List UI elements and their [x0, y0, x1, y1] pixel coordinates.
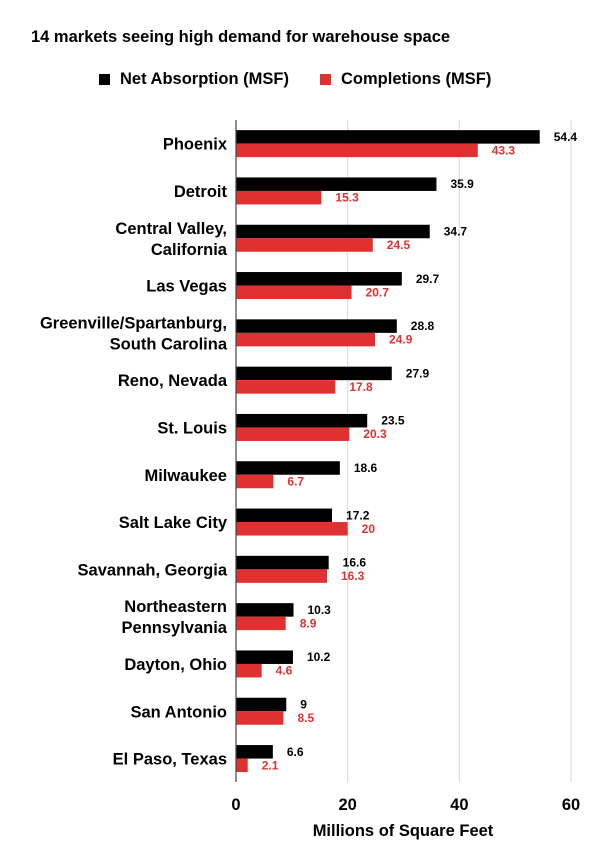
- x-axis-label: Millions of Square Feet: [313, 822, 494, 840]
- category-label-milwaukee: Milwaukee: [144, 467, 227, 485]
- category-label-las-vegas: Las Vegas: [146, 278, 227, 296]
- category-label-line: Milwaukee: [144, 467, 227, 485]
- bar-completions-dayton-ohio: [236, 664, 262, 678]
- value-label-net-absorption-central-valley-california: 34.7: [444, 225, 468, 239]
- value-label-completions-detroit: 15.3: [335, 191, 359, 205]
- bar-completions-el-paso-texas: [236, 759, 248, 773]
- bar-completions-reno-nevada: [236, 380, 335, 394]
- value-label-completions-reno-nevada: 17.8: [349, 380, 373, 394]
- category-label-line: Pennsylvania: [122, 619, 228, 637]
- bar-net-absorption-el-paso-texas: [236, 745, 273, 759]
- value-label-net-absorption-greenville-spartanburg-south-carolina: 28.8: [411, 319, 435, 333]
- bar-completions-salt-lake-city: [236, 522, 348, 536]
- category-label-line: Dayton, Ohio: [124, 656, 227, 674]
- value-label-net-absorption-savannah-georgia: 16.6: [343, 556, 367, 570]
- category-label-line: Salt Lake City: [119, 514, 228, 532]
- bar-net-absorption-detroit: [236, 177, 436, 191]
- value-label-net-absorption-milwaukee: 18.6: [354, 461, 378, 475]
- bar-chart: 54.4 43.3 Phoenix 35.9 15.3 Detroit 34.7 24.5 Ce…: [0, 0, 600, 852]
- value-label-completions-salt-lake-city: 20: [362, 522, 376, 536]
- x-tick-label-20: 20: [338, 796, 356, 814]
- category-label-line: St. Louis: [157, 419, 227, 437]
- bar-net-absorption-dayton-ohio: [236, 650, 293, 664]
- bar-net-absorption-las-vegas: [236, 272, 402, 286]
- bar-completions-st-louis: [236, 427, 349, 441]
- category-label-line: San Antonio: [130, 703, 227, 721]
- bar-completions-phoenix: [236, 144, 478, 158]
- value-label-completions-milwaukee: 6.7: [287, 475, 304, 489]
- bar-net-absorption-phoenix: [236, 130, 540, 144]
- category-label-line: South Carolina: [110, 335, 228, 353]
- category-label-greenville-spartanburg-south-carolina: Greenville/Spartanburg, South Carolina: [40, 314, 228, 353]
- category-label-line: El Paso, Texas: [113, 751, 227, 769]
- category-label-line: California: [151, 241, 228, 259]
- value-label-completions-greenville-spartanburg-south-carolina: 24.9: [389, 333, 413, 347]
- value-label-net-absorption-dayton-ohio: 10.2: [307, 650, 331, 664]
- x-tick-label-0: 0: [231, 796, 240, 814]
- value-label-completions-el-paso-texas: 2.1: [262, 758, 279, 772]
- bar-completions-central-valley-california: [236, 238, 373, 252]
- category-label-line: Central Valley,: [115, 220, 227, 238]
- category-label-phoenix: Phoenix: [163, 136, 228, 154]
- category-label-line: Phoenix: [163, 136, 228, 154]
- category-label-line: Greenville/Spartanburg,: [40, 314, 227, 332]
- category-label-el-paso-texas: El Paso, Texas: [113, 751, 227, 769]
- category-label-salt-lake-city: Salt Lake City: [119, 514, 228, 532]
- category-label-dayton-ohio: Dayton, Ohio: [124, 656, 227, 674]
- x-tick-label-40: 40: [450, 796, 468, 814]
- value-label-net-absorption-northeastern-pennsylvania: 10.3: [308, 603, 332, 617]
- category-label-san-antonio: San Antonio: [130, 703, 227, 721]
- category-label-line: Detroit: [174, 183, 228, 201]
- bar-net-absorption-savannah-georgia: [236, 556, 329, 570]
- value-label-completions-san-antonio: 8.5: [297, 711, 314, 725]
- value-label-completions-phoenix: 43.3: [492, 143, 516, 157]
- bar-net-absorption-salt-lake-city: [236, 509, 332, 523]
- category-label-line: Northeastern: [124, 598, 227, 616]
- value-label-net-absorption-salt-lake-city: 17.2: [346, 508, 370, 522]
- category-label-line: Reno, Nevada: [118, 372, 228, 390]
- value-label-completions-las-vegas: 20.7: [366, 285, 390, 299]
- bar-completions-northeastern-pennsylvania: [236, 617, 286, 631]
- value-label-net-absorption-st-louis: 23.5: [381, 414, 405, 428]
- bar-completions-milwaukee: [236, 475, 273, 489]
- bar-completions-san-antonio: [236, 711, 283, 725]
- category-label-detroit: Detroit: [174, 183, 228, 201]
- category-label-st-louis: St. Louis: [157, 419, 227, 437]
- category-label-line: Las Vegas: [146, 278, 227, 296]
- value-label-net-absorption-las-vegas: 29.7: [416, 272, 440, 286]
- bar-net-absorption-milwaukee: [236, 461, 340, 475]
- bar-net-absorption-greenville-spartanburg-south-carolina: [236, 319, 397, 333]
- category-label-line: Savannah, Georgia: [78, 561, 228, 579]
- bar-net-absorption-reno-nevada: [236, 367, 392, 381]
- bar-completions-las-vegas: [236, 286, 352, 300]
- category-label-reno-nevada: Reno, Nevada: [118, 372, 228, 390]
- bar-completions-greenville-spartanburg-south-carolina: [236, 333, 375, 347]
- bar-completions-savannah-georgia: [236, 569, 327, 583]
- category-label-northeastern-pennsylvania: Northeastern Pennsylvania: [122, 598, 228, 637]
- value-label-net-absorption-detroit: 35.9: [450, 177, 474, 191]
- value-label-completions-st-louis: 20.3: [363, 427, 387, 441]
- bar-completions-detroit: [236, 191, 321, 205]
- value-label-completions-central-valley-california: 24.5: [387, 238, 411, 252]
- category-label-central-valley-california: Central Valley, California: [115, 220, 227, 259]
- bar-net-absorption-central-valley-california: [236, 225, 430, 239]
- value-label-net-absorption-el-paso-texas: 6.6: [287, 745, 304, 759]
- value-label-net-absorption-phoenix: 54.4: [554, 130, 578, 144]
- bar-net-absorption-northeastern-pennsylvania: [236, 603, 294, 617]
- value-label-net-absorption-reno-nevada: 27.9: [406, 366, 430, 380]
- value-label-completions-dayton-ohio: 4.6: [276, 664, 293, 678]
- value-label-completions-savannah-georgia: 16.3: [341, 569, 365, 583]
- category-label-savannah-georgia: Savannah, Georgia: [78, 561, 228, 579]
- bar-net-absorption-st-louis: [236, 414, 367, 428]
- value-label-completions-northeastern-pennsylvania: 8.9: [300, 616, 317, 630]
- x-tick-label-60: 60: [562, 796, 580, 814]
- bar-net-absorption-san-antonio: [236, 698, 286, 712]
- value-label-net-absorption-san-antonio: 9: [300, 698, 307, 712]
